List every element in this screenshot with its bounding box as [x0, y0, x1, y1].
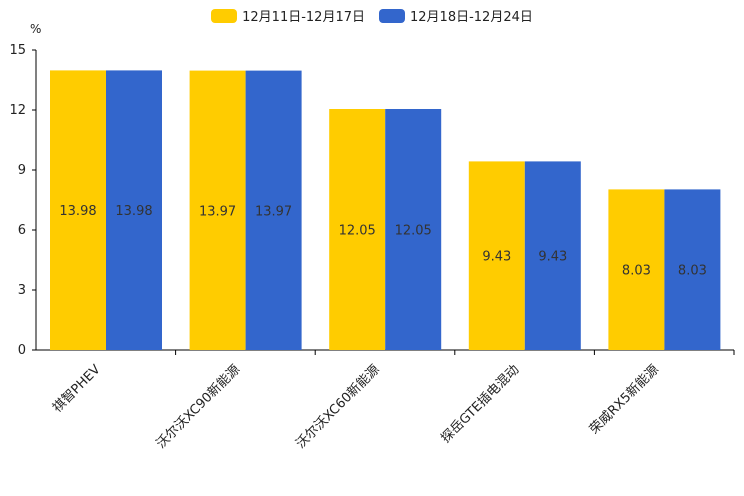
legend-item-series-1[interactable]: 12月11日-12月17日 [211, 6, 365, 25]
y-tick-label: 3 [18, 283, 26, 298]
data-label: 13.97 [199, 204, 236, 219]
data-label: 8.03 [678, 264, 707, 279]
x-tick-label: 沃尔沃XC60新能源 [293, 362, 383, 452]
data-label: 12.05 [339, 224, 376, 239]
data-label: 12.05 [395, 224, 432, 239]
y-tick-label: 15 [9, 43, 26, 58]
data-label: 13.97 [255, 204, 292, 219]
legend-label-series-1: 12月11日-12月17日 [242, 10, 365, 25]
bar-series-1 [189, 70, 246, 350]
x-tick-label: 沃尔沃XC90新能源 [153, 362, 243, 452]
legend-label-series-2: 12月18日-12月24日 [410, 10, 533, 25]
bar-series-1 [50, 70, 106, 351]
data-label: 9.43 [482, 250, 511, 265]
data-label: 8.03 [622, 264, 651, 279]
y-tick-label: 9 [18, 163, 26, 178]
legend: 12月11日-12月17日 12月18日-12月24日 [0, 6, 744, 25]
bar-series-1 [608, 189, 665, 350]
legend-swatch-series-2 [379, 8, 405, 23]
bar-series-2 [385, 109, 442, 350]
data-label: 9.43 [538, 250, 567, 265]
y-axis-unit-label: % [30, 22, 42, 36]
bar-series-2 [245, 70, 302, 350]
legend-swatch-series-1 [211, 8, 238, 23]
data-label: 13.98 [115, 204, 152, 219]
x-tick-label: 荣威RX5新能源 [586, 362, 662, 438]
bar-series-1 [329, 109, 386, 350]
bar-series-2 [106, 70, 162, 351]
bar-series-2 [524, 161, 581, 350]
y-tick-label: 0 [18, 343, 26, 358]
legend-item-series-2[interactable]: 12月18日-12月24日 [379, 6, 533, 25]
x-tick-label: 祺智PHEV [50, 362, 104, 416]
bar-series-1 [468, 161, 525, 350]
y-tick-label: 12 [9, 103, 26, 118]
data-label: 13.98 [59, 204, 96, 219]
bar-series-2 [664, 189, 721, 350]
y-tick-label: 6 [18, 223, 26, 238]
x-tick-label: 探岳GTE插电混动 [438, 362, 522, 446]
